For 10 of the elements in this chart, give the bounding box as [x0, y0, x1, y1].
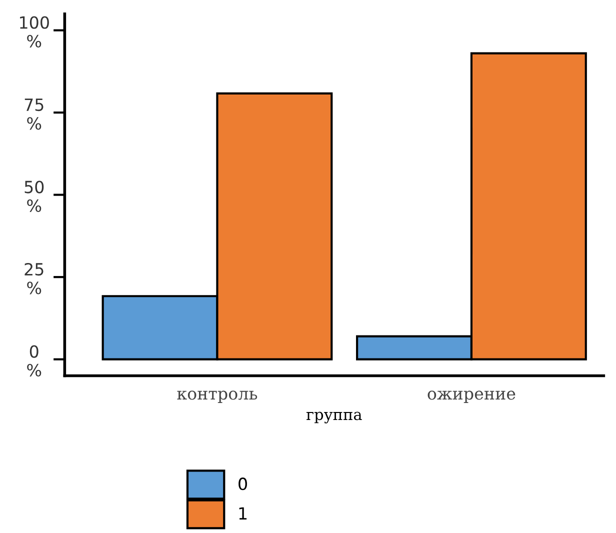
y-tick-label: 75 %	[24, 98, 44, 130]
x-tick-label: ожирение	[428, 390, 516, 404]
y-tick-label: 50 %	[24, 180, 44, 212]
legend-label: 0	[238, 478, 247, 490]
legend-label: 1	[239, 507, 247, 520]
y-tick-label: 0 %	[27, 345, 42, 376]
y-tick-label: 25 %	[24, 262, 44, 294]
x-axis-title: группа	[306, 412, 362, 424]
y-tick-label: 100 %	[20, 16, 49, 48]
x-tick-label: контроль	[177, 390, 258, 404]
